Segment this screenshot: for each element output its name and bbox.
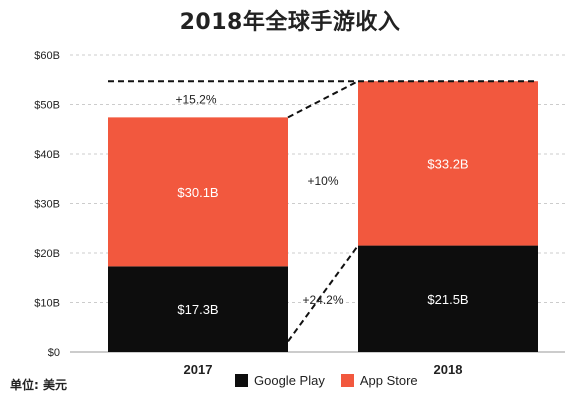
legend-label-app-store: App Store bbox=[359, 373, 418, 388]
x-tick-label: 2017 bbox=[184, 362, 213, 377]
total-growth-label: +15.2% bbox=[175, 92, 216, 106]
unit-label: 单位: 美元 bbox=[10, 378, 67, 392]
bar-segment-google-play bbox=[358, 245, 538, 352]
y-tick-label: $0 bbox=[48, 347, 60, 359]
bar-segment-google-play bbox=[108, 266, 288, 352]
y-tick-label: $50B bbox=[34, 100, 60, 112]
legend-item-google-play: Google Play bbox=[235, 373, 325, 388]
bar-segment-app-store bbox=[358, 81, 538, 246]
y-tick-label: $30B bbox=[34, 199, 60, 211]
bar-value-label: $17.3B bbox=[177, 302, 218, 317]
google-play-growth-label: +24.2% bbox=[302, 293, 343, 307]
legend-item-app-store: App Store bbox=[340, 373, 418, 388]
legend-swatch-google-play bbox=[235, 374, 248, 387]
y-tick-label: $20B bbox=[34, 248, 60, 260]
y-tick-label: $10B bbox=[34, 298, 60, 310]
bar-value-label: $21.5B bbox=[427, 292, 468, 307]
y-tick-label: $60B bbox=[34, 50, 60, 62]
bar-value-label: $33.2B bbox=[427, 156, 468, 171]
app-store-growth-connector bbox=[287, 80, 359, 119]
legend-swatch-app-store bbox=[340, 374, 354, 387]
y-tick-label: $40B bbox=[34, 149, 60, 161]
legend-label-google-play: Google Play bbox=[254, 373, 325, 388]
chart-legend: Google Play App Store bbox=[235, 373, 434, 388]
bar-value-label: $30.1B bbox=[177, 185, 218, 200]
x-tick-label: 2018 bbox=[434, 362, 463, 377]
bar-segment-app-store bbox=[108, 117, 288, 267]
app-store-growth-label: +10% bbox=[307, 174, 338, 188]
chart-title: 2018年全球手游收入 bbox=[179, 10, 401, 35]
